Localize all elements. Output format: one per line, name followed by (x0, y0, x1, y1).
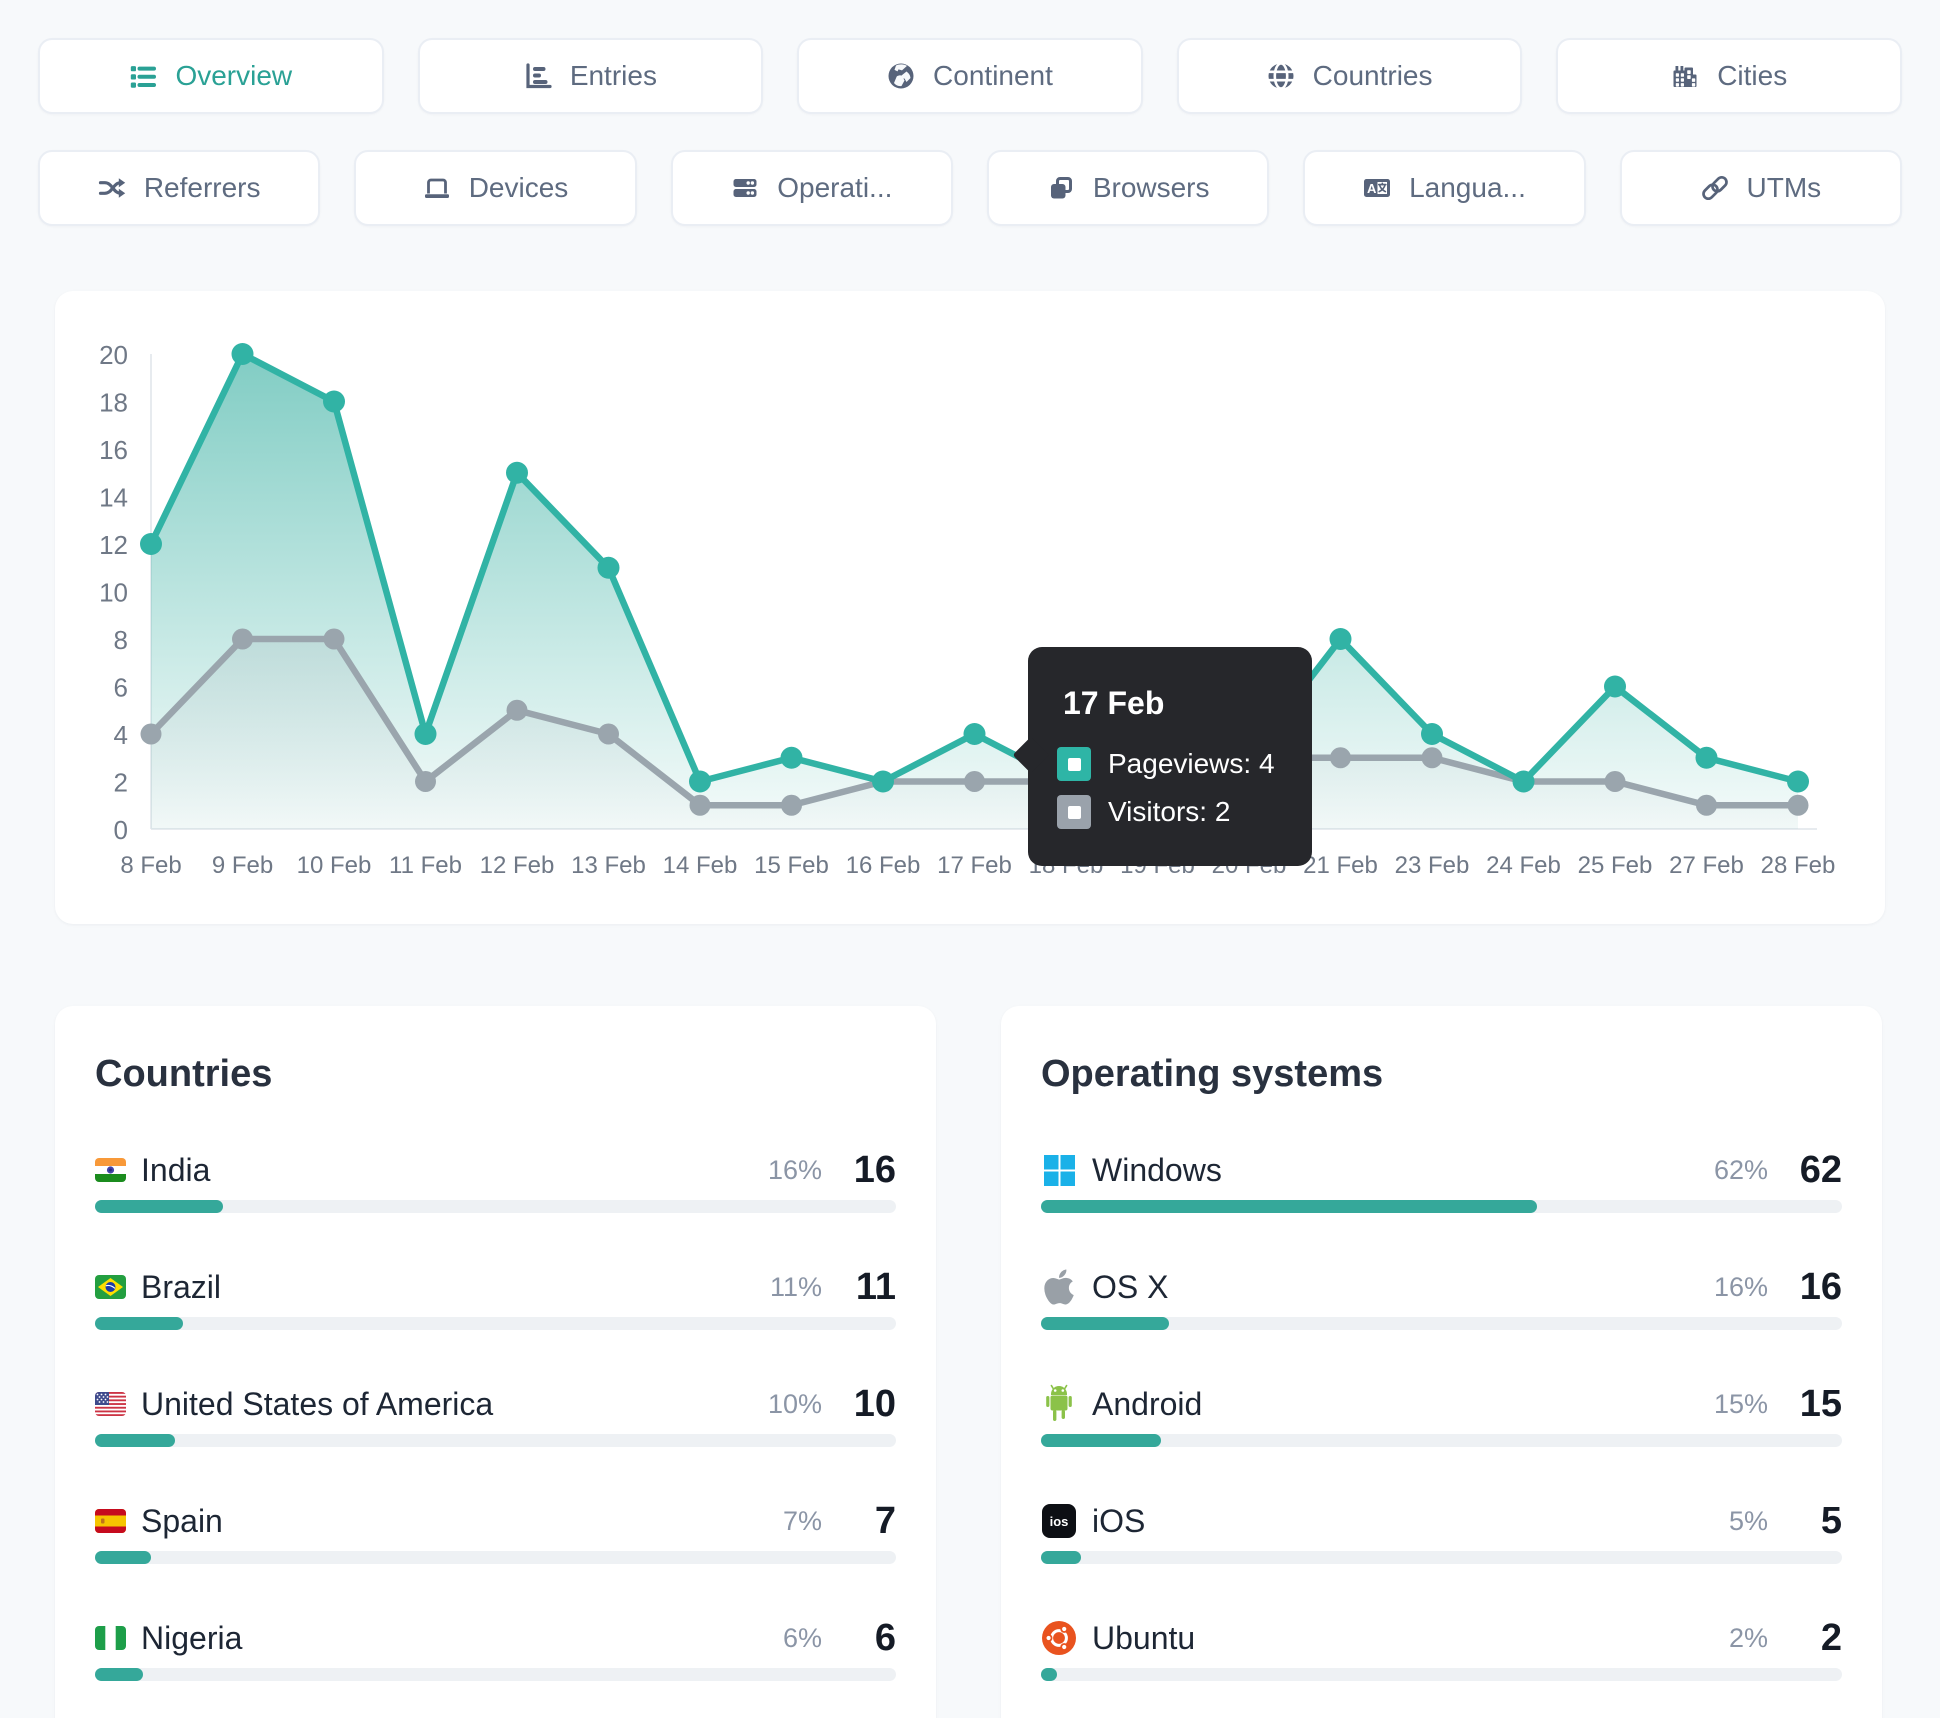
svg-text:9 Feb: 9 Feb (212, 852, 273, 879)
svg-text:28 Feb: 28 Feb (1761, 852, 1836, 879)
svg-text:12 Feb: 12 Feb (480, 852, 555, 879)
svg-text:12: 12 (99, 530, 128, 560)
svg-text:20: 20 (99, 340, 128, 370)
svg-text:18: 18 (99, 388, 128, 418)
svg-text:0: 0 (114, 815, 128, 845)
svg-text:2: 2 (114, 768, 128, 798)
svg-text:24 Feb: 24 Feb (1486, 852, 1561, 879)
svg-text:16: 16 (99, 435, 128, 465)
svg-text:10: 10 (99, 578, 128, 608)
svg-text:25 Feb: 25 Feb (1578, 852, 1653, 879)
svg-text:17 Feb: 17 Feb (937, 852, 1012, 879)
svg-text:ios: ios (1050, 1514, 1069, 1529)
svg-text:4: 4 (114, 720, 128, 750)
svg-text:A: A (1367, 181, 1377, 196)
svg-text:15 Feb: 15 Feb (754, 852, 829, 879)
svg-text:8 Feb: 8 Feb (120, 852, 181, 879)
svg-text:6: 6 (114, 673, 128, 703)
svg-text:8: 8 (114, 625, 128, 655)
svg-text:21 Feb: 21 Feb (1303, 852, 1378, 879)
svg-text:11 Feb: 11 Feb (389, 852, 462, 879)
svg-text:27 Feb: 27 Feb (1669, 852, 1744, 879)
svg-text:13 Feb: 13 Feb (571, 852, 646, 879)
svg-text:14: 14 (99, 483, 128, 513)
svg-text:14 Feb: 14 Feb (663, 852, 738, 879)
svg-text:10 Feb: 10 Feb (297, 852, 372, 879)
svg-text:23 Feb: 23 Feb (1395, 852, 1470, 879)
svg-text:16 Feb: 16 Feb (846, 852, 921, 879)
